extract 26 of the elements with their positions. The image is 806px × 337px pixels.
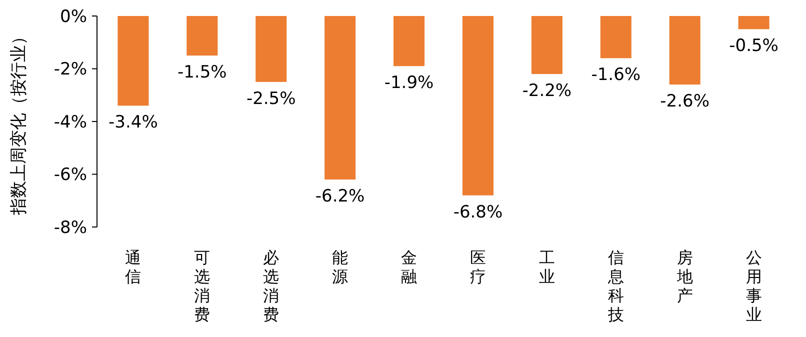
data-label: -2.6%	[660, 92, 710, 112]
data-label: -1.9%	[384, 73, 434, 94]
data-label: -2.2%	[522, 81, 572, 102]
data-label: -6.8%	[453, 202, 503, 222]
y-tick-label: 0%	[60, 6, 87, 27]
x-tick-label: 房地产	[676, 248, 693, 305]
x-tick-label: 信息科技	[606, 248, 624, 324]
x-tick-label: 通信	[125, 248, 142, 286]
data-label: -2.5%	[246, 88, 296, 109]
data-label: -6.2%	[315, 186, 365, 207]
x-tick-label: 工业	[538, 248, 555, 286]
x-tick-label: 可选消费	[194, 248, 210, 324]
y-tick-label: -4%	[54, 112, 87, 132]
y-axis-title: 指数上周变化（按行业）	[9, 28, 29, 216]
x-tick-label: 能源	[332, 248, 348, 286]
x-tick-label: 金融	[401, 248, 418, 286]
x-tick-label: 医疗	[470, 248, 486, 286]
data-label: -1.5%	[177, 62, 227, 83]
y-tick-label: -8%	[54, 218, 87, 238]
x-tick-label: 必选消费	[263, 248, 280, 324]
data-label: -0.5%	[729, 36, 778, 56]
y-tick-label: -2%	[54, 60, 87, 80]
x-tick-label: 公用事业	[746, 248, 762, 324]
data-label: -1.6%	[591, 65, 641, 86]
y-tick-label: -6%	[54, 165, 87, 186]
data-label: -3.4%	[108, 112, 158, 133]
